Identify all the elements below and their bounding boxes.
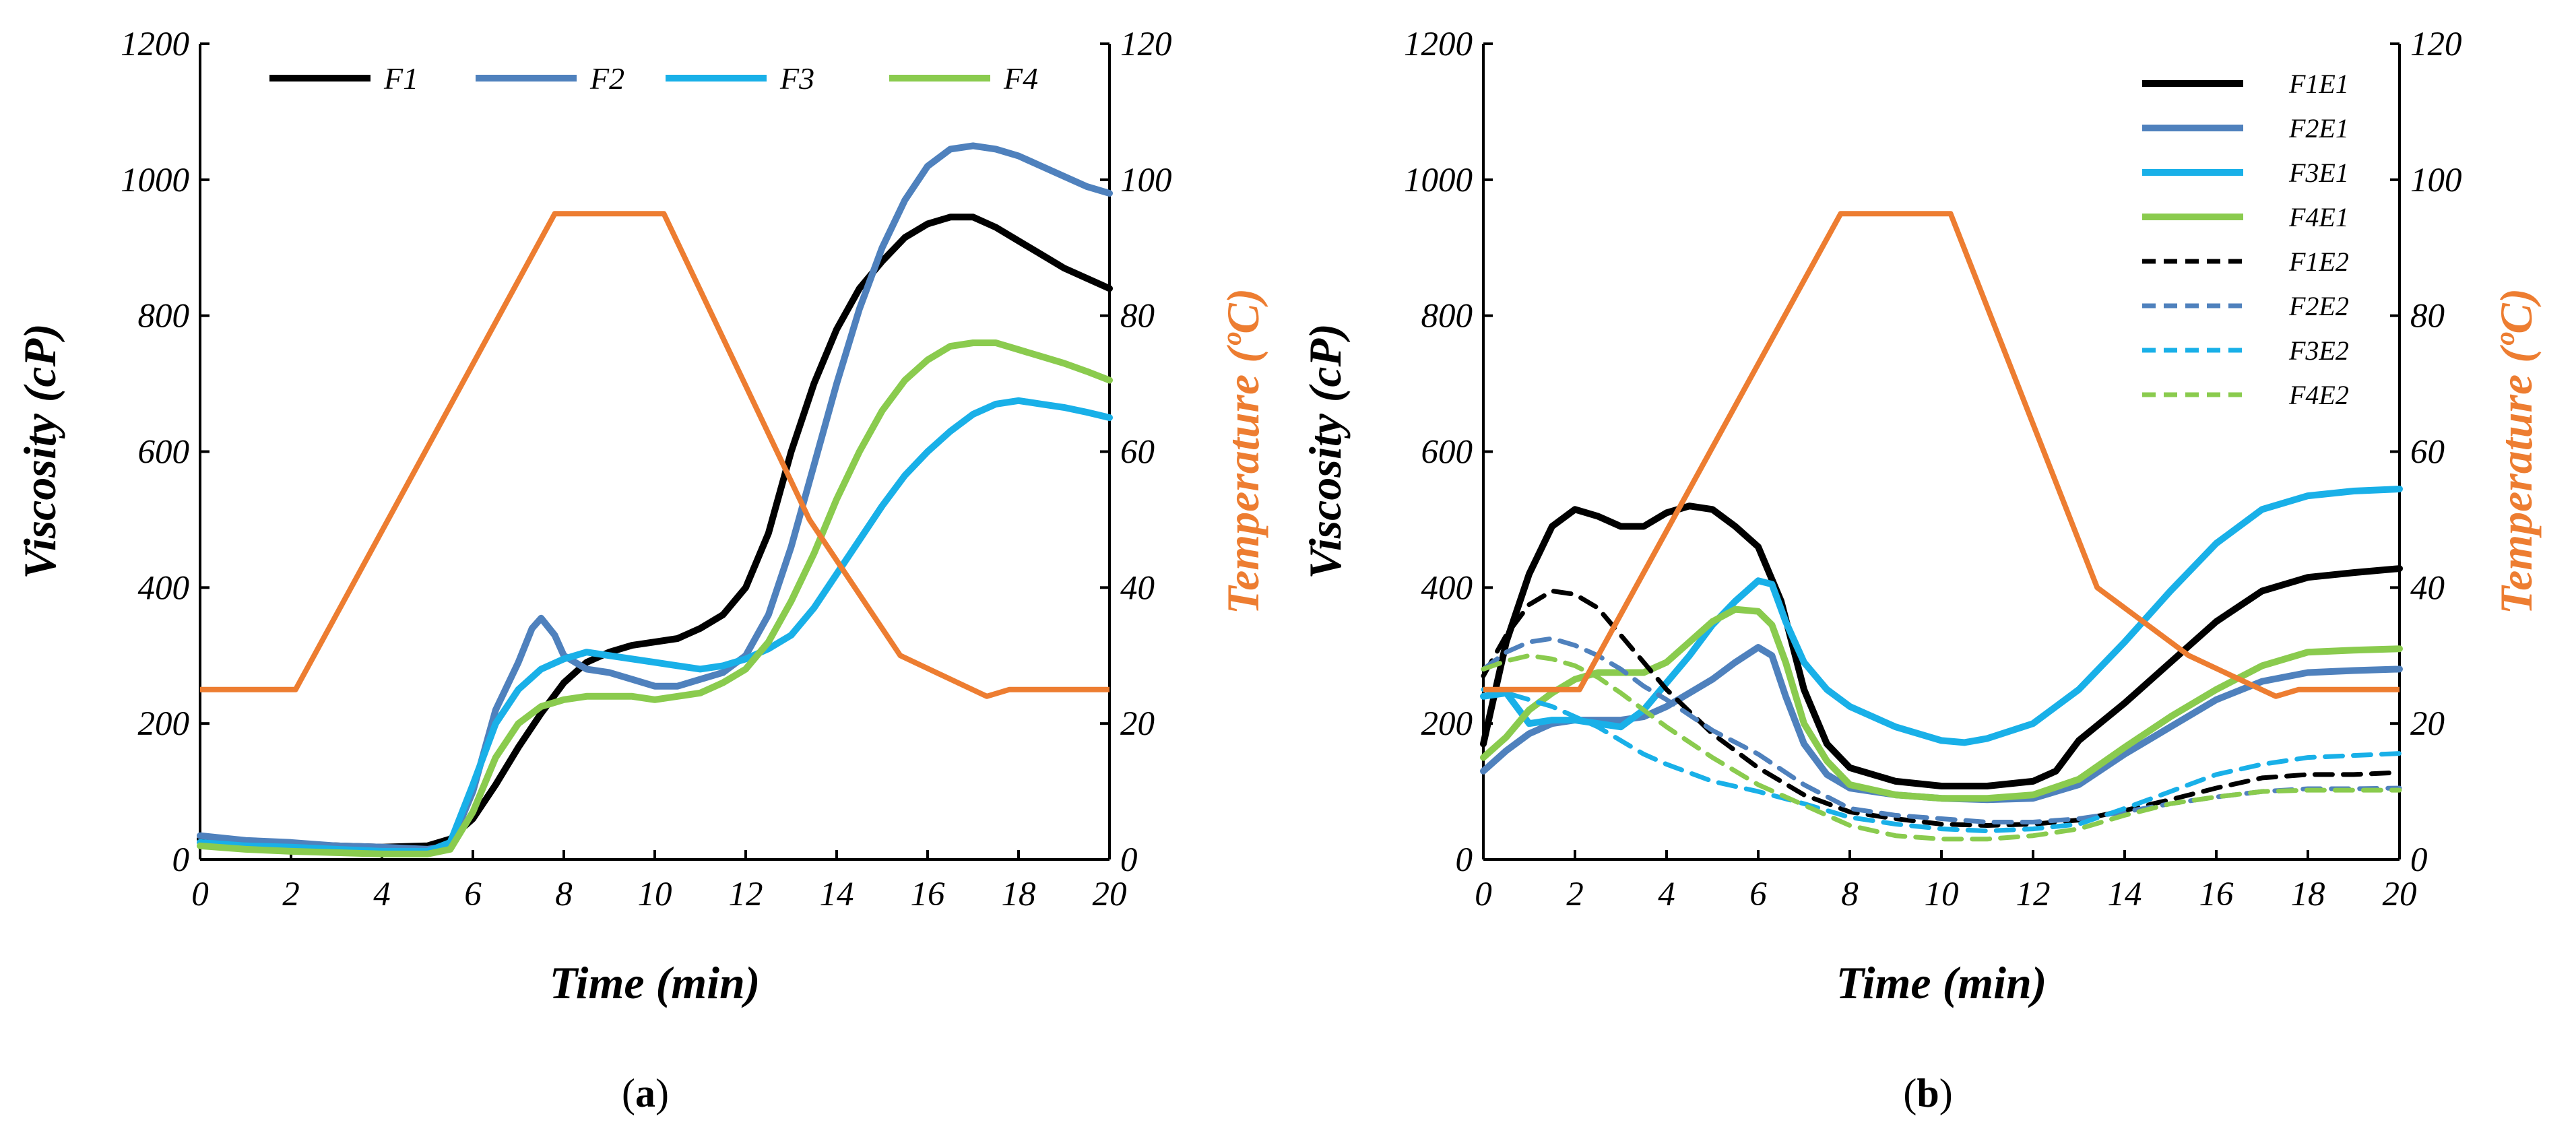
legend-label-f4e1: F4E1: [2288, 202, 2349, 232]
x-tick-label: 16: [2199, 876, 2234, 913]
x-ticks: 0 2 4 6 8 10 12 14 16 18 20: [1475, 850, 2417, 913]
legend: F1E1 F2E1 F3E1 F4E1 F1E2 F2E2 F3E2 F4E2: [2142, 69, 2349, 410]
x-tick-label: 20: [2383, 876, 2417, 913]
x-tick-label: 6: [464, 876, 482, 913]
y2-tick-label: 40: [2410, 569, 2445, 607]
y-tick-label: 800: [1421, 298, 1473, 335]
y2-tick-label: 40: [1120, 569, 1155, 607]
legend-label-f3e2: F3E2: [2288, 335, 2349, 366]
series-line-f4e2: [1481, 653, 2402, 842]
panel-label-a: (a): [622, 1071, 669, 1115]
y2-axis-title: Temperature (ºC): [1217, 288, 1268, 614]
x-tick-label: 4: [373, 876, 391, 913]
legend-label-f1e2: F1E2: [2288, 247, 2349, 277]
y-axis-title: Viscosity (cP): [1299, 323, 1351, 579]
x-tick-label: 10: [1925, 876, 1959, 913]
y2-tick-label: 80: [2410, 298, 2445, 335]
series-line-f3e1: [1480, 486, 2403, 746]
legend-label-f4e2: F4E2: [2288, 380, 2349, 410]
x-tick-label: 18: [1002, 876, 1036, 913]
series-line-f2: [197, 142, 1113, 853]
x-axis-title: Time (min): [550, 957, 761, 1008]
series-line-f1e2: [1481, 588, 2402, 828]
y-tick-label: 600: [138, 434, 190, 471]
y2-tick-label: 0: [2410, 841, 2428, 879]
legend-label-f4: F4: [1003, 61, 1038, 96]
series-line-f4: [197, 339, 1113, 857]
y2-tick-label: 20: [2410, 705, 2445, 743]
y2-tick-label: 100: [2410, 162, 2462, 199]
x-ticks: 0 2 4 6 8 10 12 14 16 18 20: [191, 850, 1127, 913]
y-tick-label: 0: [1456, 841, 1473, 879]
y2-tick-label: 60: [1120, 434, 1155, 471]
y-tick-label: 600: [1421, 434, 1473, 471]
x-tick-label: 0: [1475, 876, 1492, 913]
panel-label-b: (b): [1903, 1071, 1952, 1115]
legend-label-f1: F1: [383, 61, 418, 96]
x-tick-label: 12: [2016, 876, 2051, 913]
y2-tick-label: 100: [1120, 162, 1172, 199]
x-tick-label: 4: [1658, 876, 1675, 913]
y-tick-label: 400: [1421, 569, 1473, 607]
y-tick-label: 800: [138, 298, 190, 335]
y2-tick-label: 120: [2410, 26, 2462, 63]
y2-tick-label: 80: [1120, 298, 1155, 335]
plot-area: [1480, 211, 2403, 842]
plot-area: [197, 142, 1113, 857]
legend-label-f2: F2: [589, 61, 624, 96]
y-tick-label: 1000: [1404, 162, 1473, 199]
y2-tick-label: 60: [2410, 434, 2445, 471]
y-tick-label: 1000: [121, 162, 189, 199]
legend-label-f3: F3: [779, 61, 814, 96]
y-tick-label: 400: [138, 569, 190, 607]
series-line-f2e2: [1481, 636, 2402, 824]
x-tick-label: 12: [729, 876, 763, 913]
x-tick-label: 16: [911, 876, 946, 913]
series-line-f3: [197, 397, 1113, 855]
x-tick-label: 20: [1093, 876, 1127, 913]
y2-ticks: 0 20 40 60 80 100 120: [1100, 26, 1172, 879]
series-line-f3e2: [1481, 687, 2402, 834]
x-tick-label: 10: [638, 876, 672, 913]
legend-label-f3e1: F3E1: [2288, 158, 2349, 188]
y-tick-label: 1200: [121, 26, 189, 63]
y-tick-label: 1200: [1404, 26, 1473, 63]
y-tick-label: 200: [1421, 705, 1473, 743]
x-tick-label: 14: [820, 876, 854, 913]
x-tick-label: 0: [191, 876, 209, 913]
panel-label-b-letter: b: [1917, 1071, 1939, 1115]
y2-ticks: 0 20 40 60 80 100 120: [2390, 26, 2462, 879]
y-tick-label: 0: [172, 841, 190, 879]
y-ticks: 0 200 400 600 800 1000 1200: [121, 26, 210, 879]
y-tick-label: 200: [138, 705, 190, 743]
series-line-f1: [197, 214, 1113, 851]
x-tick-label: 8: [555, 876, 573, 913]
legend-label-f2e2: F2E2: [2288, 291, 2349, 321]
legend-label-f2e1: F2E1: [2288, 113, 2349, 143]
panel-label-a-letter: a: [635, 1071, 655, 1115]
legend: F1 F2 F3 F4: [269, 61, 1038, 96]
x-tick-label: 14: [2108, 876, 2142, 913]
y2-tick-label: 20: [1120, 705, 1155, 743]
x-axis-title: Time (min): [1836, 957, 2047, 1008]
x-tick-label: 18: [2291, 876, 2325, 913]
y-axis-title: Viscosity (cP): [14, 323, 65, 579]
x-tick-label: 2: [1566, 876, 1584, 913]
y2-axis-title: Temperature (ºC): [2490, 288, 2542, 614]
x-tick-label: 2: [282, 876, 300, 913]
series-line-temperature: [200, 211, 1109, 699]
y-ticks: 0 200 400 600 800 1000 1200: [1404, 26, 1493, 879]
x-tick-label: 6: [1749, 876, 1767, 913]
series-line-f1e1: [1480, 502, 2403, 789]
y2-tick-label: 120: [1120, 26, 1172, 63]
y2-tick-label: 0: [1120, 841, 1138, 879]
legend-label-f1e1: F1E1: [2288, 69, 2349, 99]
series-line-temperature: [1483, 211, 2400, 699]
x-tick-label: 8: [1841, 876, 1859, 913]
